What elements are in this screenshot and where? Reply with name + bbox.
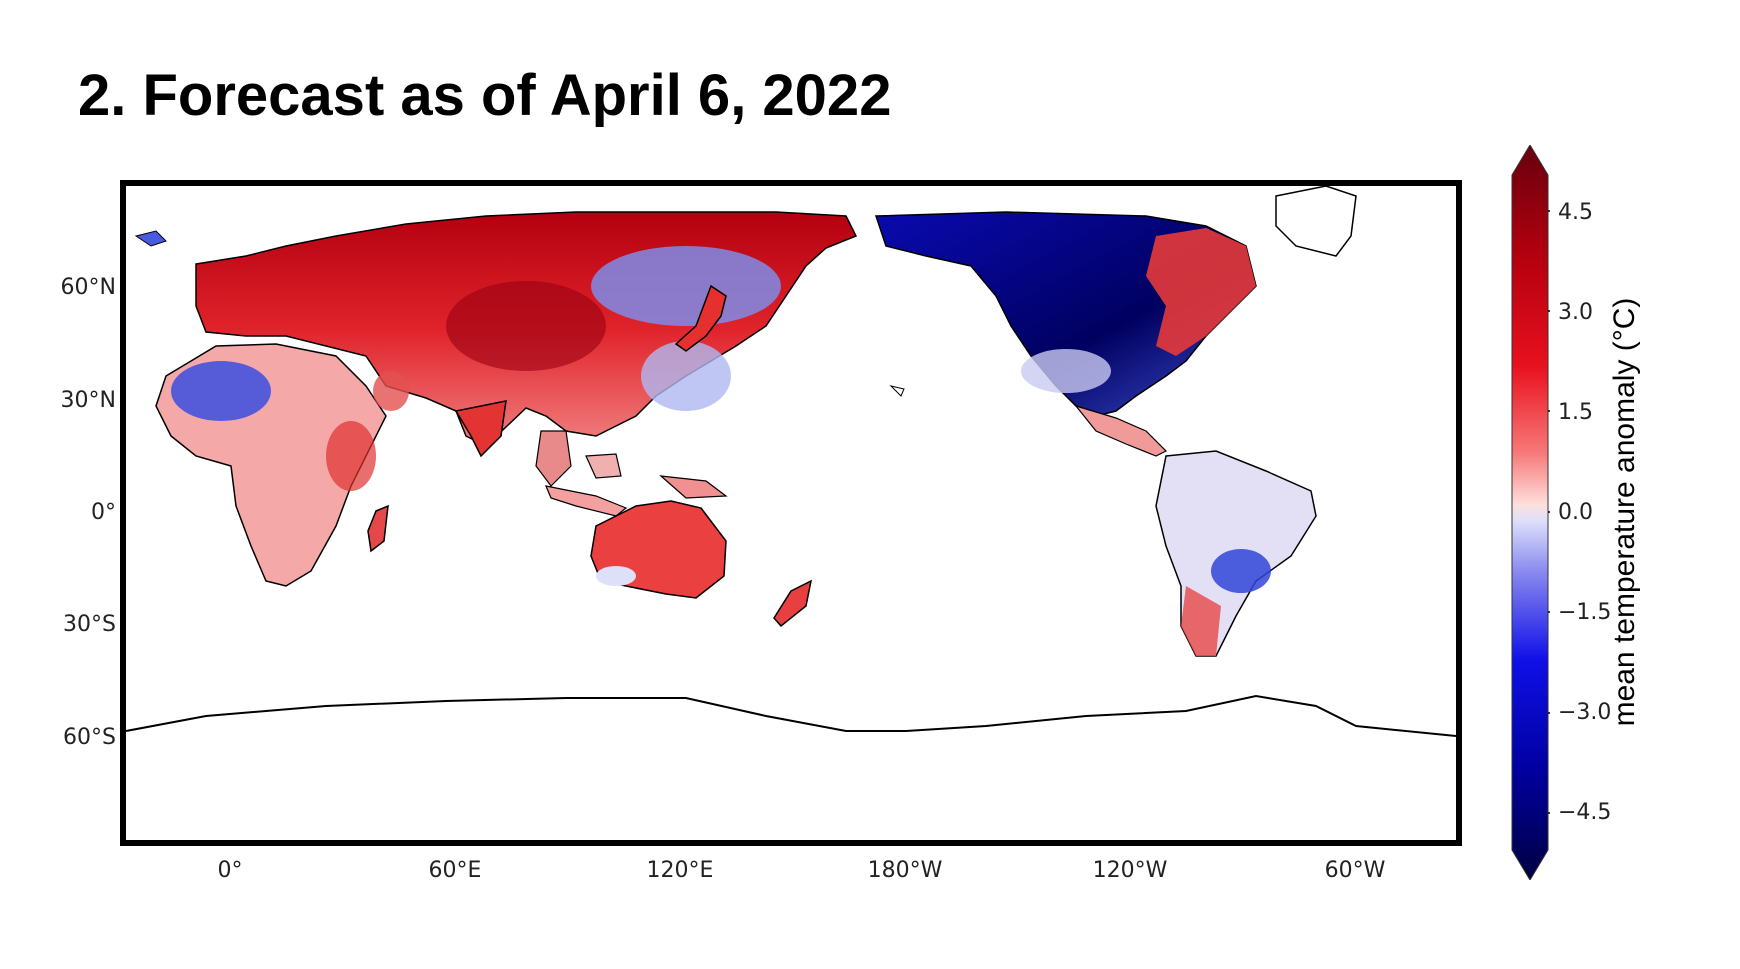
lat-label-30s: 30°S bbox=[63, 612, 116, 637]
south-america-cool-region bbox=[1211, 549, 1271, 593]
colorbar-ticks bbox=[1548, 210, 1550, 814]
greenland-landmass bbox=[1275, 186, 1357, 257]
lat-label-60s: 60°S bbox=[63, 725, 116, 750]
siberia-cool-region bbox=[591, 246, 781, 326]
colorbar-tick-label: 0.0 bbox=[1558, 500, 1593, 525]
colorbar-tick-label: −1.5 bbox=[1558, 600, 1612, 625]
australia-neutral-region bbox=[596, 566, 636, 586]
colorbar-tick-label: 4.5 bbox=[1558, 200, 1593, 225]
map-canvas bbox=[126, 186, 1456, 737]
map-panel bbox=[120, 180, 1462, 846]
new-zealand-landmass bbox=[773, 579, 813, 628]
sahara-cool-region bbox=[171, 361, 271, 421]
arabia-warm-region bbox=[373, 371, 409, 411]
southern-us-neutral-region bbox=[1021, 349, 1111, 393]
patagonia-warm-region bbox=[1181, 586, 1221, 656]
colorbar-tick-label: −3.0 bbox=[1558, 700, 1612, 725]
pacific-island bbox=[889, 385, 905, 397]
colorbar-tick-label: 3.0 bbox=[1558, 300, 1593, 325]
antarctica-outline bbox=[126, 694, 1456, 737]
southeast-asia-landmass bbox=[535, 430, 572, 487]
lat-label-30n: 30°N bbox=[60, 388, 116, 413]
colorbar bbox=[1511, 145, 1550, 880]
lat-label-0: 0° bbox=[91, 500, 116, 525]
iceland-landmass bbox=[134, 230, 167, 247]
new-guinea-landmass bbox=[659, 475, 728, 499]
colorbar-body bbox=[1511, 145, 1549, 880]
borneo-landmass bbox=[585, 453, 622, 479]
colorbar-tick-label: −4.5 bbox=[1558, 800, 1612, 825]
page-title: 2. Forecast as of April 6, 2022 bbox=[78, 63, 892, 128]
colorbar-title: mean temperature anomaly (°C) bbox=[1608, 297, 1641, 727]
india-landmass bbox=[454, 400, 507, 458]
colorbar-tick-label: 1.5 bbox=[1558, 400, 1593, 425]
lon-label-120e: 120°E bbox=[646, 858, 714, 883]
lat-label-60n: 60°N bbox=[60, 275, 116, 300]
lon-label-0: 0° bbox=[217, 858, 243, 883]
china-cool-region bbox=[641, 341, 731, 411]
northeast-america-warm-region bbox=[1146, 228, 1256, 356]
east-africa-warm-region bbox=[326, 421, 376, 491]
lon-label-120w: 120°W bbox=[1092, 858, 1168, 883]
lon-label-180w: 180°W bbox=[867, 858, 943, 883]
indonesia-islands bbox=[545, 485, 628, 517]
central-america-landmass bbox=[1074, 404, 1168, 457]
lon-label-60w: 60°W bbox=[1324, 858, 1386, 883]
madagascar-landmass bbox=[367, 504, 389, 553]
japan-landmass bbox=[674, 284, 727, 352]
lon-label-60e: 60°E bbox=[428, 858, 482, 883]
central-asia-warm-core bbox=[446, 281, 606, 371]
